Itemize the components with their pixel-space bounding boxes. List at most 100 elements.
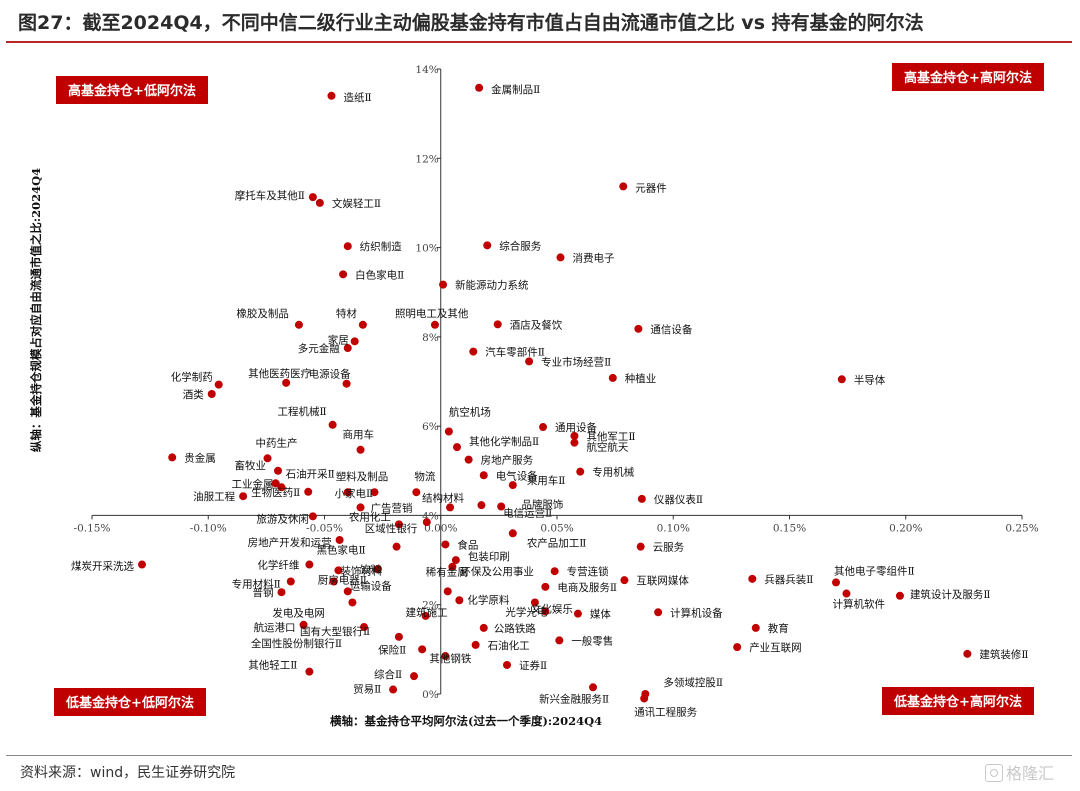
point-label: 电商及服务Ⅱ — [557, 581, 617, 594]
data-point — [497, 502, 506, 511]
point-label: 黑色家电Ⅱ — [317, 544, 366, 557]
x-tick-label: 0.25% — [1005, 522, 1038, 534]
data-point — [477, 501, 486, 510]
point-label: 农产品加工Ⅱ — [527, 536, 587, 549]
point-label: 纺织制造 — [360, 240, 402, 253]
point-label: 房地产开发和运营 — [248, 536, 332, 549]
data-point — [214, 380, 223, 389]
x-tick-label: -0.10% — [190, 522, 227, 534]
point-label: 酒店及餐饮 — [510, 318, 563, 331]
x-axis-title: 横轴：基金持仓平均阿尔法(过去一个季度):2024Q4 — [330, 714, 602, 728]
point-label: 教育 — [768, 622, 789, 635]
point-label: 航空航天 — [586, 441, 628, 454]
quadrant-top-left: 高基金持仓+低阿尔法 — [56, 76, 208, 104]
data-point — [963, 649, 972, 658]
data-point — [530, 598, 539, 607]
point-label: 半导体 — [854, 373, 886, 386]
point-label: 畜牧业 — [235, 459, 267, 472]
point-label: 旅游及休闲 — [256, 512, 309, 525]
point-label: 煤炭开采洗选 — [71, 560, 134, 573]
data-point — [508, 529, 517, 538]
data-point — [350, 337, 359, 346]
point-label: 公路铁路 — [494, 622, 536, 635]
point-label: 广告营销 — [371, 501, 413, 514]
data-point — [360, 623, 369, 632]
point-label: 多元金融 — [298, 342, 340, 355]
data-point — [733, 643, 742, 652]
data-point — [421, 611, 430, 620]
x-tick-label: -0.15% — [74, 522, 111, 534]
point-label: 建筑装修Ⅱ — [979, 648, 1028, 661]
point-label: 综合服务 — [499, 239, 541, 252]
data-point — [608, 373, 617, 382]
quadrant-bottom-left-box — [54, 688, 206, 716]
point-label: 通用设备 — [555, 421, 597, 434]
point-label: 航运港口 — [254, 621, 296, 634]
data-point — [343, 587, 352, 596]
data-point — [392, 542, 401, 551]
point-label: 普钢 — [252, 586, 273, 599]
point-label: 航空机场 — [449, 406, 491, 419]
point-label: 消费电子 — [572, 251, 614, 264]
point-label: 油服工程 — [193, 490, 235, 503]
data-point — [446, 503, 455, 512]
point-label: 证券Ⅱ — [519, 659, 547, 672]
data-point — [277, 483, 286, 492]
y-tick-label: 2% — [422, 600, 439, 612]
scatter-chart: -0.15% -0.10% -0.05% 0.00% 0.05% 0.10% 0.15% 0.… — [29, 63, 1044, 728]
quadrant-top-right-label: 高基金持仓+高阿尔法 — [904, 70, 1032, 86]
point-label: 发电及电网 — [272, 606, 325, 619]
data-point — [619, 182, 628, 191]
data-point — [430, 320, 439, 329]
y-tick-label: 12% — [415, 153, 438, 165]
data-point — [637, 494, 646, 503]
data-point — [274, 466, 282, 475]
point-label: 房地产服务 — [481, 454, 534, 467]
data-point — [356, 503, 365, 512]
data-point — [334, 566, 343, 575]
data-point — [299, 620, 308, 629]
data-point — [451, 556, 460, 565]
point-label: 全国性股份制银行Ⅱ — [251, 637, 342, 650]
data-point — [654, 608, 663, 617]
data-point — [541, 607, 550, 616]
data-point — [570, 438, 579, 447]
quadrant-top-left-box — [56, 76, 208, 104]
point-label: 食品 — [457, 538, 478, 551]
data-point — [389, 685, 398, 694]
point-label: 文娱轻工Ⅱ — [332, 197, 381, 210]
report-header: 图27：截至2024Q4，不同中信二级行业主动偏股基金持有市值占自由流通市值之比… — [0, 0, 1080, 44]
data-point — [483, 241, 492, 250]
point-label: 石油开采Ⅱ — [286, 467, 335, 480]
data-point — [370, 488, 379, 497]
data-point — [503, 660, 512, 669]
data-point — [327, 91, 336, 100]
point-label: 小家电Ⅱ — [334, 487, 373, 500]
data-point — [448, 562, 457, 571]
quadrant-top-right: 高基金持仓+高阿尔法 — [892, 63, 1044, 91]
data-point — [343, 344, 352, 353]
data-point — [441, 540, 450, 549]
point-label: 酒类 — [183, 388, 204, 401]
data-point — [555, 636, 564, 645]
data-point — [410, 672, 419, 681]
footer-divider — [6, 755, 1072, 756]
x-tick-label: 0.05% — [540, 522, 573, 534]
point-label: 产业互联网 — [749, 641, 802, 654]
data-point — [335, 535, 344, 544]
data-point — [640, 694, 649, 703]
x-tick-label: 0.15% — [773, 522, 806, 534]
data-point — [342, 379, 351, 388]
data-point — [471, 640, 480, 649]
point-label: 区域性银行 — [365, 522, 418, 535]
data-point — [464, 455, 473, 464]
watermark-logo-icon — [985, 764, 1003, 782]
quadrant-bottom-right-label: 低基金持仓+高阿尔法 — [893, 694, 1022, 710]
point-label: 饮料 — [360, 563, 381, 576]
point-label: 其他军工Ⅱ — [586, 430, 635, 443]
data-point — [373, 565, 382, 573]
point-label: 保险Ⅱ — [378, 643, 406, 656]
data-points — [137, 83, 972, 703]
point-label: 通信设备 — [650, 323, 692, 336]
data-point — [441, 652, 450, 661]
